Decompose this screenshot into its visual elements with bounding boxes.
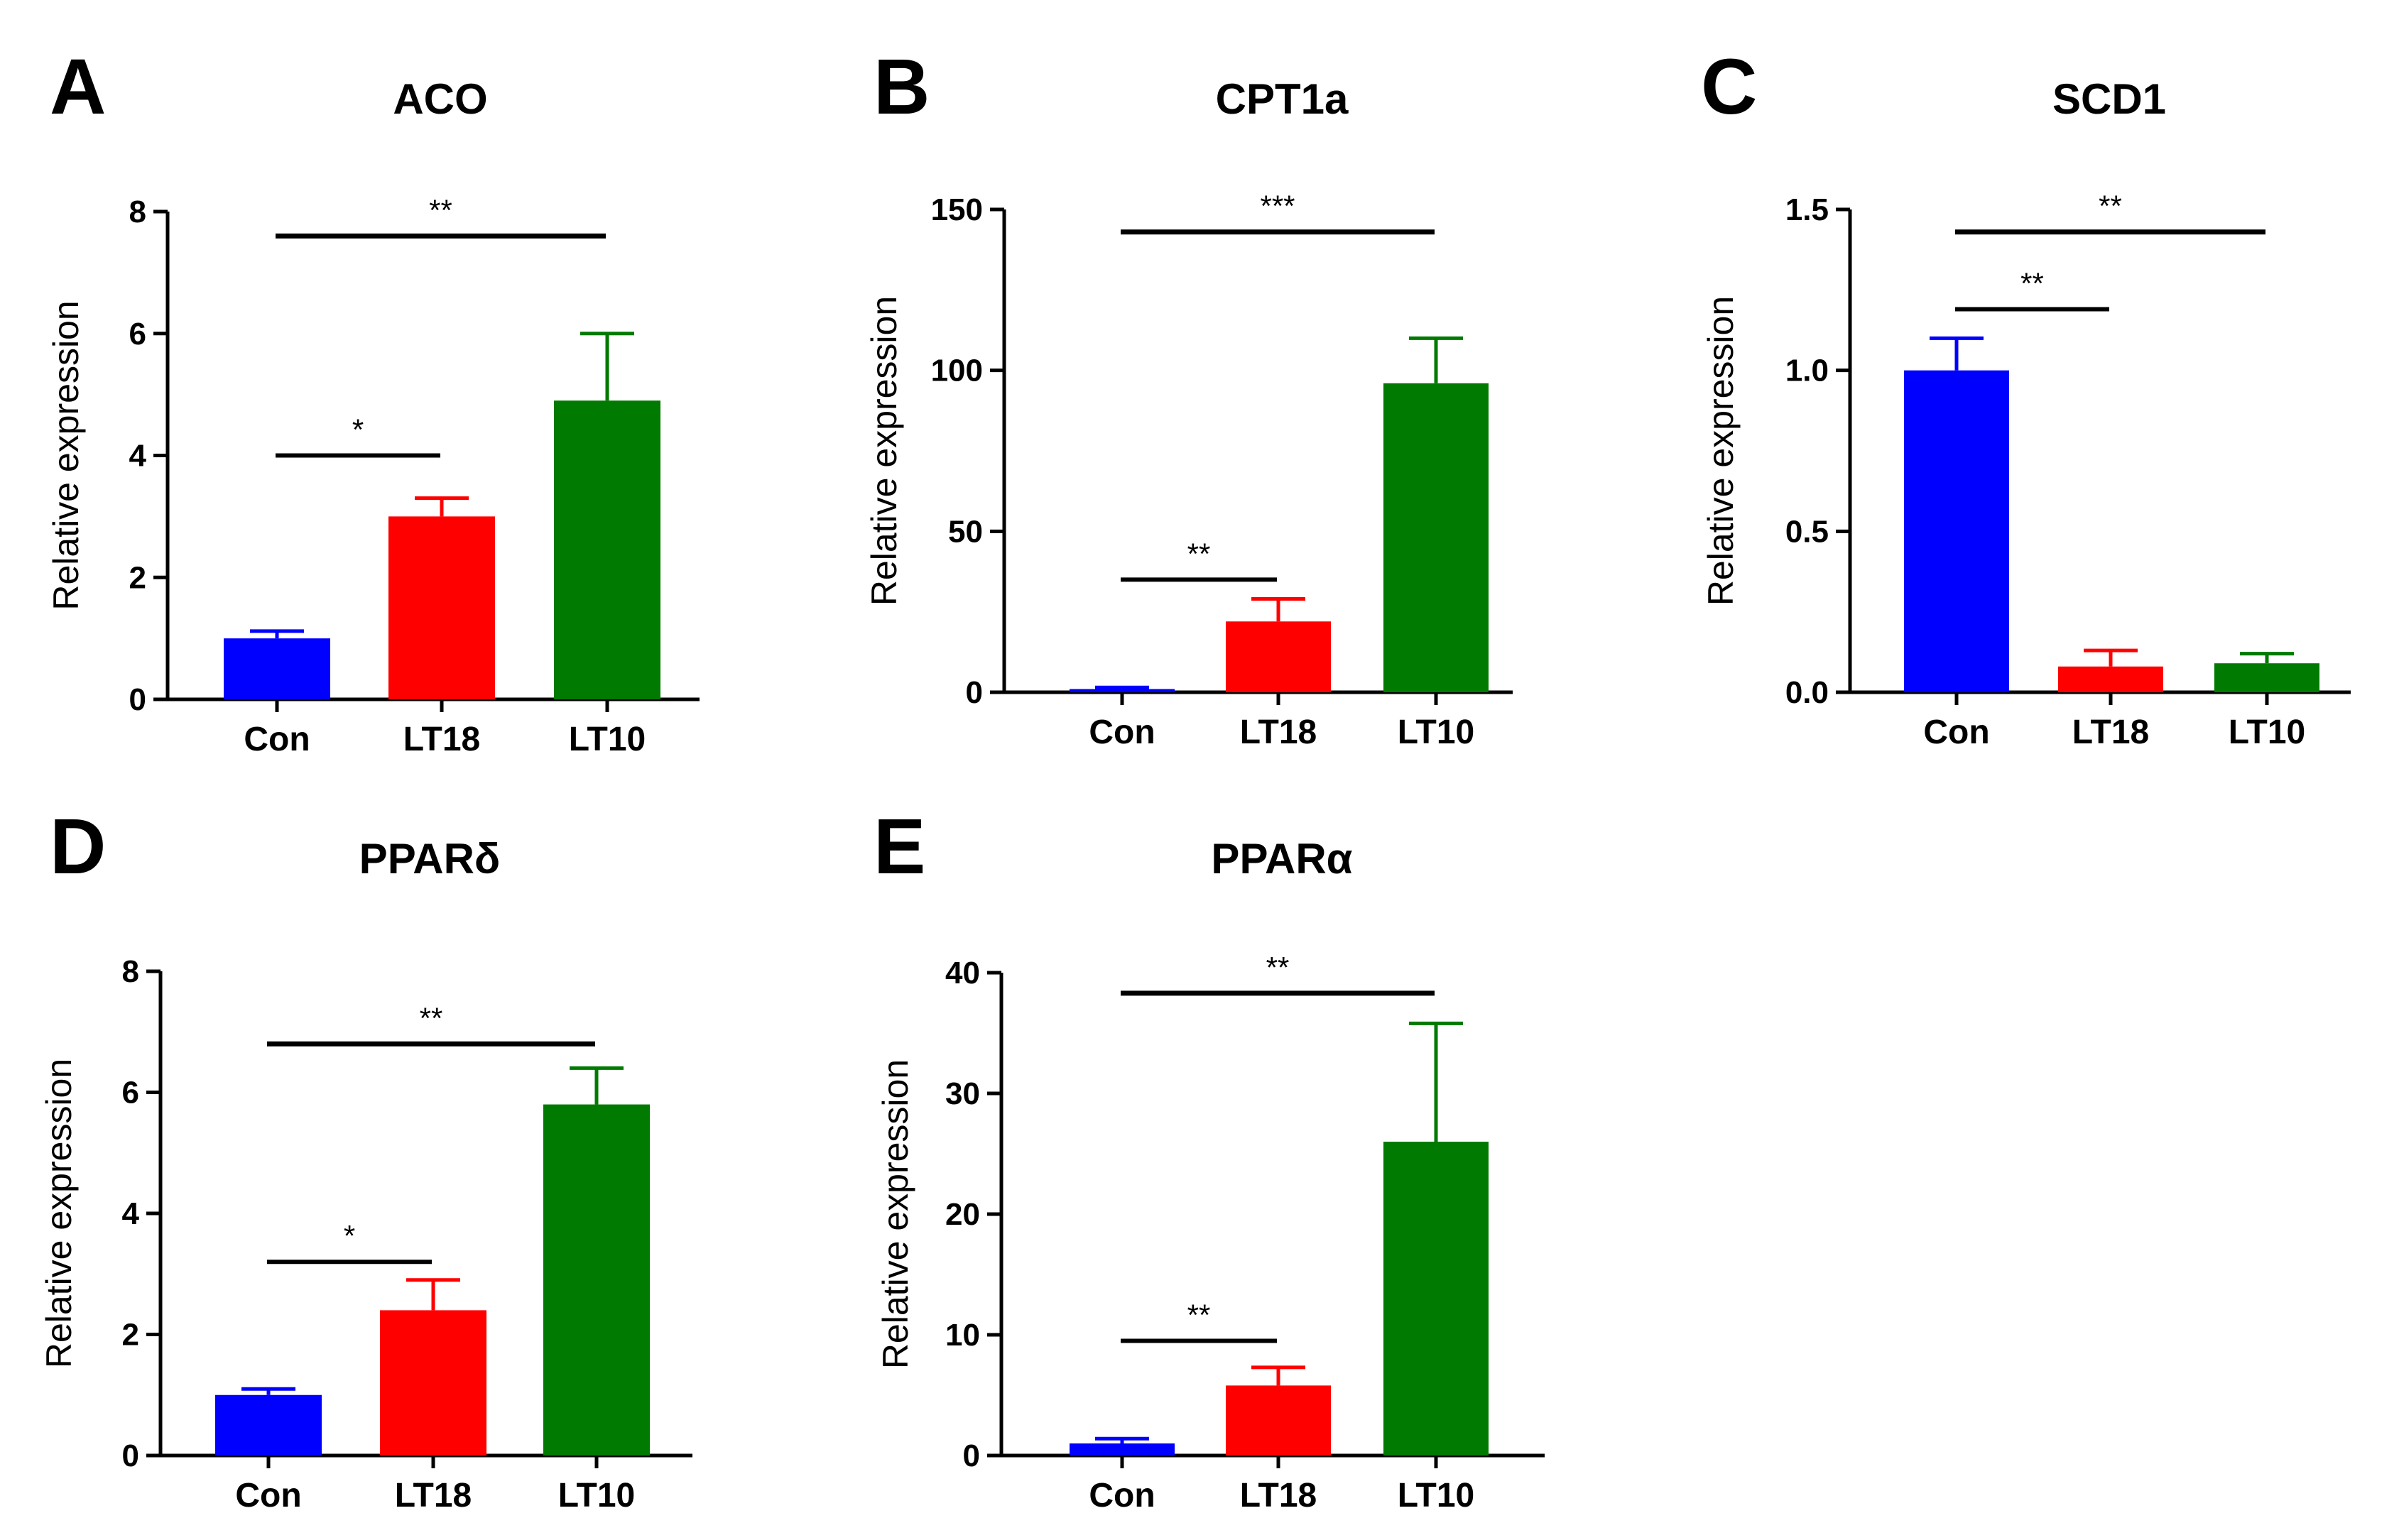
bar-lt18 [388, 516, 495, 699]
chart-title: CPT1a [1216, 75, 1349, 123]
panel-letter: D [50, 803, 106, 890]
category-label-con: Con [244, 721, 310, 758]
y-tick-label: 0 [966, 675, 983, 710]
panel-letter: C [1701, 43, 1757, 131]
significance-label: ** [429, 193, 452, 226]
significance-label: ** [2020, 267, 2044, 300]
y-tick-label: 10 [945, 1318, 980, 1353]
category-label-lt18: LT18 [403, 721, 480, 758]
significance-label: ** [420, 1001, 443, 1034]
y-tick-label: 4 [122, 1196, 140, 1231]
chart-panel-b: B CPT1a Relative expression 0 50 100 150 Con LT1… [864, 43, 1513, 751]
chart-title: PPARδ [359, 835, 501, 883]
bar-lt18 [1226, 1385, 1331, 1456]
y-tick-label: 8 [129, 195, 146, 229]
category-label-lt10: LT10 [558, 1477, 635, 1514]
y-tick-label: 1.5 [1785, 192, 1829, 227]
chart-title: SCD1 [2052, 75, 2166, 123]
category-label-con: Con [1089, 714, 1155, 751]
panel-letter: E [874, 803, 925, 890]
y-tick-label: 50 [948, 514, 983, 549]
bar-lt18 [380, 1310, 486, 1456]
category-label-lt18: LT18 [1240, 1477, 1317, 1514]
significance-label: * [344, 1219, 355, 1252]
significance-label: * [352, 413, 364, 447]
y-tick-label: 100 [931, 354, 983, 388]
bar-lt10 [543, 1104, 650, 1456]
y-tick-label: 6 [122, 1076, 139, 1110]
y-tick-label: 0 [129, 682, 146, 717]
category-label-lt10: LT10 [569, 721, 646, 758]
significance-label: ** [2099, 190, 2122, 223]
category-label-con: Con [1923, 714, 1989, 751]
significance-label: *** [1260, 190, 1295, 223]
significance-label: ** [1187, 1299, 1211, 1332]
y-tick-label: 1.0 [1785, 354, 1829, 388]
y-tick-label: 0.5 [1785, 514, 1829, 549]
bar-con [215, 1394, 322, 1456]
bar-lt18 [1226, 621, 1331, 692]
panel-letter: B [874, 43, 930, 131]
category-label-lt10: LT10 [1398, 1477, 1474, 1514]
chart-title: ACO [393, 75, 487, 123]
chart-title: PPARα [1211, 835, 1352, 883]
category-label-con: Con [235, 1477, 301, 1514]
category-label-lt18: LT18 [395, 1477, 472, 1514]
y-axis-label: Relative expression [1701, 296, 1741, 606]
y-axis-label: Relative expression [46, 300, 86, 610]
chart-panel-c: C SCD1 Relative expression 0.0 0.5 1.0 1.5 Con L… [1701, 43, 2351, 751]
significance-label: ** [1266, 951, 1290, 984]
y-tick-label: 150 [931, 192, 983, 227]
y-axis-label: Relative expression [864, 296, 904, 606]
y-axis-label: Relative expression [39, 1059, 79, 1368]
y-tick-label: 40 [945, 956, 980, 990]
y-tick-label: 20 [945, 1197, 980, 1232]
bar-lt10 [2214, 663, 2319, 692]
panel-letter: A [50, 43, 106, 131]
bar-con [1904, 370, 2009, 692]
category-label-lt18: LT18 [1240, 714, 1317, 751]
bar-lt10 [554, 400, 660, 699]
bar-con [224, 638, 330, 699]
chart-panel-a: A ACO Relative expression 0 2 4 6 8 Con LT18 LT10 *… [46, 43, 700, 758]
significance-label: ** [1187, 537, 1211, 570]
chart-panel-d: D PPARδ Relative expression 0 2 4 6 8 Con LT18 LT1… [39, 803, 692, 1514]
bar-lt10 [1383, 1142, 1489, 1456]
chart-panel-e: E PPARα Relative expression 0 10 20 30 40 Con LT1… [874, 803, 1545, 1514]
category-label-con: Con [1089, 1477, 1155, 1514]
y-tick-label: 4 [129, 439, 147, 474]
y-axis-label: Relative expression [876, 1059, 915, 1369]
y-tick-label: 0 [963, 1438, 980, 1473]
category-label-lt10: LT10 [1398, 714, 1474, 751]
y-tick-label: 2 [129, 560, 146, 595]
y-tick-label: 6 [129, 317, 146, 351]
category-label-lt18: LT18 [2072, 714, 2149, 751]
y-tick-label: 2 [122, 1318, 139, 1353]
bar-lt18 [2058, 666, 2163, 692]
category-label-lt10: LT10 [2229, 714, 2305, 751]
y-tick-label: 8 [122, 954, 139, 989]
y-tick-label: 30 [945, 1076, 980, 1111]
bar-con [1070, 689, 1175, 692]
y-tick-label: 0 [122, 1438, 139, 1473]
bar-lt10 [1383, 383, 1489, 692]
bar-con [1070, 1443, 1175, 1456]
y-tick-label: 0.0 [1785, 675, 1829, 710]
